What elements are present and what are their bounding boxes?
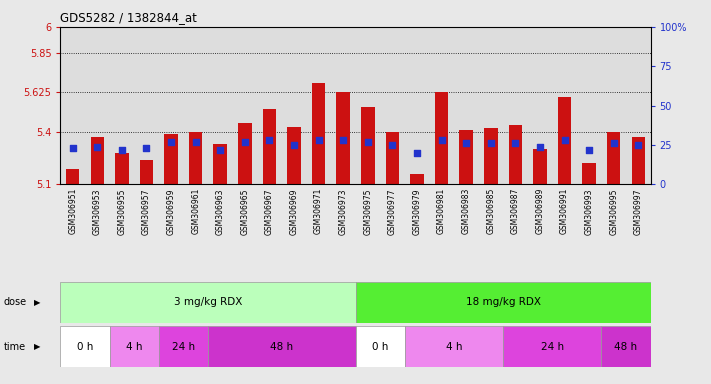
Point: [461, 140, 472, 146]
Point: [387, 142, 398, 148]
Bar: [533, 149, 547, 184]
Text: GSM306983: GSM306983: [461, 188, 471, 235]
Text: GSM306993: GSM306993: [584, 188, 594, 235]
Point: [411, 150, 422, 156]
Point: [141, 145, 152, 151]
Text: GSM306997: GSM306997: [634, 188, 643, 235]
Point: [485, 140, 496, 146]
Bar: [208, 326, 356, 367]
Text: 4 h: 4 h: [126, 341, 142, 352]
Bar: [503, 326, 602, 367]
Point: [510, 140, 521, 146]
Bar: [90, 137, 104, 184]
Bar: [356, 326, 405, 367]
Text: time: time: [4, 341, 26, 352]
Bar: [405, 326, 503, 367]
Bar: [262, 109, 276, 184]
Bar: [602, 326, 651, 367]
Bar: [140, 160, 154, 184]
Text: 18 mg/kg RDX: 18 mg/kg RDX: [466, 297, 540, 308]
Bar: [557, 97, 571, 184]
Text: dose: dose: [4, 297, 27, 308]
Text: 24 h: 24 h: [540, 341, 564, 352]
Bar: [115, 153, 129, 184]
Text: GSM306955: GSM306955: [117, 188, 127, 235]
Text: GSM306973: GSM306973: [338, 188, 348, 235]
Text: GSM306953: GSM306953: [93, 188, 102, 235]
Text: GSM306975: GSM306975: [363, 188, 373, 235]
Bar: [508, 125, 522, 184]
Point: [116, 147, 127, 153]
Point: [67, 145, 78, 151]
Bar: [159, 326, 208, 367]
Point: [215, 147, 226, 153]
Point: [633, 142, 644, 148]
Bar: [164, 134, 178, 184]
Text: 24 h: 24 h: [172, 341, 195, 352]
Text: 3 mg/kg RDX: 3 mg/kg RDX: [173, 297, 242, 308]
Text: ▶: ▶: [34, 342, 41, 351]
Text: GSM306995: GSM306995: [609, 188, 618, 235]
Text: ▶: ▶: [34, 298, 41, 307]
Bar: [336, 93, 350, 184]
Bar: [312, 83, 326, 184]
Text: GSM306977: GSM306977: [388, 188, 397, 235]
Bar: [484, 128, 498, 184]
Bar: [287, 127, 301, 184]
Text: 48 h: 48 h: [614, 341, 638, 352]
Text: GSM306963: GSM306963: [215, 188, 225, 235]
Bar: [60, 282, 356, 323]
Text: GSM306951: GSM306951: [68, 188, 77, 235]
Text: GSM306965: GSM306965: [240, 188, 250, 235]
Text: 0 h: 0 h: [372, 341, 388, 352]
Bar: [410, 174, 424, 184]
Text: GSM306959: GSM306959: [166, 188, 176, 235]
Bar: [356, 282, 651, 323]
Text: GSM306967: GSM306967: [265, 188, 274, 235]
Bar: [582, 163, 596, 184]
Point: [264, 137, 275, 143]
Bar: [60, 326, 109, 367]
Bar: [631, 137, 645, 184]
Point: [584, 147, 595, 153]
Bar: [459, 130, 473, 184]
Point: [190, 139, 201, 145]
Text: GSM306991: GSM306991: [560, 188, 569, 235]
Point: [92, 144, 103, 150]
Point: [166, 139, 177, 145]
Point: [559, 137, 570, 143]
Text: GSM306971: GSM306971: [314, 188, 323, 235]
Text: GDS5282 / 1382844_at: GDS5282 / 1382844_at: [60, 12, 198, 25]
Text: GSM306989: GSM306989: [535, 188, 545, 235]
Text: GSM306957: GSM306957: [142, 188, 151, 235]
Bar: [435, 93, 449, 184]
Point: [436, 137, 447, 143]
Bar: [361, 108, 375, 184]
Text: 0 h: 0 h: [77, 341, 93, 352]
Text: 4 h: 4 h: [446, 341, 462, 352]
Point: [313, 137, 324, 143]
Text: GSM306979: GSM306979: [412, 188, 422, 235]
Bar: [213, 144, 227, 184]
Text: GSM306985: GSM306985: [486, 188, 496, 235]
Point: [338, 137, 349, 143]
Point: [608, 140, 619, 146]
Bar: [238, 123, 252, 184]
Bar: [66, 169, 80, 184]
Point: [534, 144, 545, 150]
Text: GSM306981: GSM306981: [437, 188, 446, 234]
Point: [362, 139, 373, 145]
Text: GSM306987: GSM306987: [510, 188, 520, 235]
Bar: [109, 326, 159, 367]
Bar: [189, 132, 203, 184]
Point: [239, 139, 250, 145]
Bar: [385, 132, 399, 184]
Text: 48 h: 48 h: [270, 341, 294, 352]
Point: [289, 142, 300, 148]
Text: GSM306969: GSM306969: [289, 188, 299, 235]
Text: GSM306961: GSM306961: [191, 188, 201, 235]
Bar: [607, 132, 621, 184]
